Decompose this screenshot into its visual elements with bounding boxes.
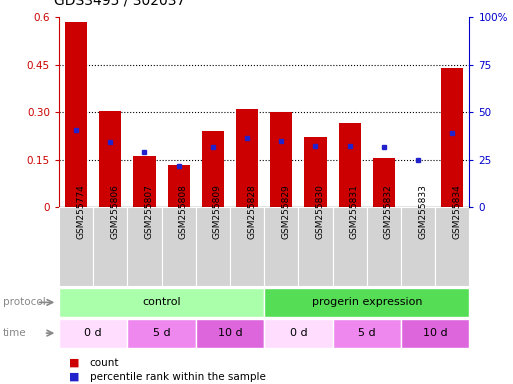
Bar <box>168 165 190 207</box>
Text: 10 d: 10 d <box>423 328 447 338</box>
Bar <box>162 207 196 286</box>
Bar <box>339 123 361 207</box>
Bar <box>127 207 162 286</box>
Text: GSM255808: GSM255808 <box>179 184 188 239</box>
Text: time: time <box>3 328 26 338</box>
Bar <box>401 207 435 286</box>
Text: GSM255806: GSM255806 <box>110 184 120 239</box>
Text: GSM255830: GSM255830 <box>315 184 325 239</box>
Text: GSM255807: GSM255807 <box>145 184 153 239</box>
Bar <box>401 319 469 348</box>
Bar <box>133 156 155 207</box>
Text: 0 d: 0 d <box>289 328 307 338</box>
Text: percentile rank within the sample: percentile rank within the sample <box>90 372 266 382</box>
Text: GSM255828: GSM255828 <box>247 184 256 239</box>
Bar <box>236 109 258 207</box>
Bar <box>435 207 469 286</box>
Bar <box>373 158 395 207</box>
Bar <box>264 288 469 317</box>
Text: 5 d: 5 d <box>358 328 376 338</box>
Bar <box>332 207 367 286</box>
Bar <box>59 319 127 348</box>
Text: GSM255834: GSM255834 <box>452 184 461 239</box>
Bar <box>367 207 401 286</box>
Text: GSM255774: GSM255774 <box>76 184 85 239</box>
Text: protocol: protocol <box>3 297 45 308</box>
Bar <box>196 319 264 348</box>
Bar <box>65 22 87 207</box>
Bar <box>202 131 224 207</box>
Text: GSM255831: GSM255831 <box>350 184 359 239</box>
Bar <box>127 319 196 348</box>
Text: GSM255832: GSM255832 <box>384 184 393 239</box>
Bar <box>299 207 332 286</box>
Text: 10 d: 10 d <box>218 328 242 338</box>
Bar <box>59 207 93 286</box>
Text: progerin expression: progerin expression <box>311 297 422 308</box>
Bar <box>441 68 463 207</box>
Bar <box>270 113 292 207</box>
Bar <box>264 207 299 286</box>
Bar <box>196 207 230 286</box>
Bar <box>59 288 264 317</box>
Bar <box>99 111 122 207</box>
Text: GSM255809: GSM255809 <box>213 184 222 239</box>
Bar <box>332 319 401 348</box>
Bar <box>93 207 127 286</box>
Bar <box>304 137 327 207</box>
Bar <box>264 319 332 348</box>
Text: GDS3495 / 302037: GDS3495 / 302037 <box>54 0 185 8</box>
Text: count: count <box>90 358 120 368</box>
Text: ■: ■ <box>69 372 80 382</box>
Text: 0 d: 0 d <box>84 328 102 338</box>
Bar <box>230 207 264 286</box>
Text: control: control <box>142 297 181 308</box>
Text: GSM255829: GSM255829 <box>281 184 290 239</box>
Text: 5 d: 5 d <box>153 328 170 338</box>
Text: GSM255833: GSM255833 <box>418 184 427 239</box>
Text: ■: ■ <box>69 358 80 368</box>
